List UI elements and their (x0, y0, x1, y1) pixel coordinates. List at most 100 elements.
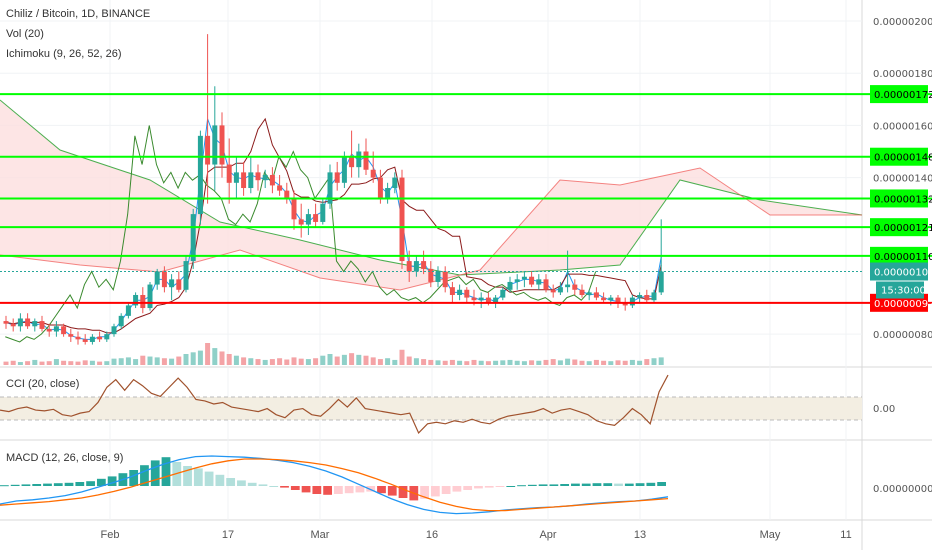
chikou-span-line (5, 125, 597, 343)
volume-bar (305, 359, 311, 365)
volume-bar (529, 360, 535, 365)
volume-bar (565, 358, 571, 365)
volume-bar (248, 358, 254, 365)
candle-body (248, 172, 254, 189)
candle-body (89, 336, 95, 342)
candle-body (190, 214, 196, 262)
candle-body (385, 188, 391, 199)
time-tick-label: 11 (840, 529, 851, 541)
level-badge (870, 246, 928, 265)
macd-signal-line (0, 458, 669, 512)
candle-body (514, 279, 520, 282)
candle-body (176, 279, 182, 290)
candle-body (17, 318, 23, 327)
volume-bar (363, 355, 369, 365)
cci-legend[interactable]: CCI (20, close) (6, 378, 80, 390)
macd-histogram-bar (280, 486, 289, 488)
volume-bar (471, 359, 477, 365)
volume-bar (3, 361, 9, 365)
candle-body (125, 305, 131, 316)
macd-legend[interactable]: MACD (12, 26, close, 9) (6, 452, 124, 464)
price-tick-label: 0.00000160 (873, 121, 932, 132)
candle-body (147, 284, 153, 309)
time-tick-label: Mar (311, 529, 330, 541)
candle-body (133, 294, 139, 306)
candle-body (651, 292, 657, 301)
candle-body (161, 271, 167, 288)
candle-body (457, 289, 463, 295)
symbol-legend[interactable]: Chiliz / Bitcoin, 1D, BINANCE (6, 8, 151, 20)
time-tick-label: Feb (101, 529, 120, 541)
candle-body (428, 268, 434, 282)
candle-body (53, 326, 59, 332)
volume-bar (601, 360, 607, 365)
candle-body (197, 135, 203, 215)
senkou-span-a (0, 99, 863, 276)
candle-body (478, 297, 484, 301)
candle-body (118, 315, 124, 327)
macd-histogram-bar (32, 484, 42, 486)
candle-body (485, 297, 491, 303)
candle-body (392, 177, 398, 189)
candle-body (313, 214, 319, 222)
macd-histogram-bar (549, 484, 559, 486)
cci-band (0, 397, 862, 420)
candle-body (291, 198, 297, 220)
volume-bar (478, 360, 484, 365)
price-tick-label: 0.00000140 (873, 174, 932, 185)
candle-body (233, 172, 239, 183)
macd-histogram-bar (226, 478, 236, 486)
candle-body (615, 297, 621, 303)
candle-body (241, 172, 247, 189)
volume-bar (176, 356, 182, 365)
macd-histogram-bar (258, 484, 268, 486)
volume-bar (550, 359, 556, 365)
macd-histogram-bar (204, 471, 214, 486)
candle-body (320, 203, 326, 222)
volume-bar (269, 359, 275, 365)
candle-body (557, 287, 563, 293)
countdown-label: 15:30:00 (881, 286, 926, 297)
volume-bar (536, 360, 542, 365)
volume-bar (284, 359, 290, 365)
candle-body (61, 326, 67, 335)
candle-body (111, 326, 117, 335)
candle-body (493, 297, 499, 303)
volume-bar (485, 361, 491, 365)
volume-bar (543, 359, 549, 365)
volume-bar (154, 357, 160, 365)
candle-body (622, 302, 628, 306)
volume-bar (25, 361, 31, 365)
macd-histogram-bar (344, 486, 354, 494)
volume-bar (82, 360, 88, 365)
volume-bar (413, 358, 419, 365)
volume-legend[interactable]: Vol (20) (6, 28, 44, 40)
candle-body (75, 336, 81, 340)
volume-bar (219, 351, 225, 365)
price-axis[interactable]: 0.00000200 0.00000180 0.00000160 0.00000140… (873, 17, 932, 341)
volume-bar (233, 355, 239, 365)
candle-body (205, 135, 211, 165)
volume-bar (32, 359, 38, 365)
volume-bar (39, 361, 45, 365)
volume-bar (320, 355, 326, 365)
countdown-badge (876, 281, 924, 299)
cci-polyline (0, 374, 669, 435)
time-axis[interactable]: Feb 17 Mar 16 Apr 13 May 11 (101, 529, 852, 541)
macd-histogram-bar (463, 486, 473, 490)
horizontal-levels[interactable] (0, 93, 932, 304)
level-badge (870, 85, 928, 104)
macd-histogram-bar (140, 465, 149, 486)
candle-body (25, 318, 31, 327)
ichimoku-legend[interactable]: Ichimoku (9, 26, 52, 26) (6, 48, 122, 60)
volume-bar (586, 361, 592, 365)
candle-body (536, 279, 542, 285)
volume-bar (97, 361, 103, 365)
macd-histogram-bar (377, 486, 386, 494)
candle-body (356, 151, 362, 168)
macd-histogram-bar (107, 476, 117, 486)
candle-body (521, 276, 527, 280)
macd-histogram-bar (193, 468, 203, 486)
macd-histogram-bar (237, 480, 246, 486)
